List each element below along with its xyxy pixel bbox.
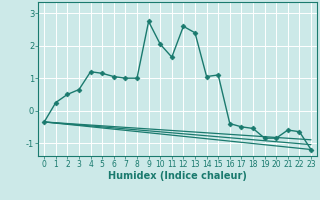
X-axis label: Humidex (Indice chaleur): Humidex (Indice chaleur) [108,171,247,181]
